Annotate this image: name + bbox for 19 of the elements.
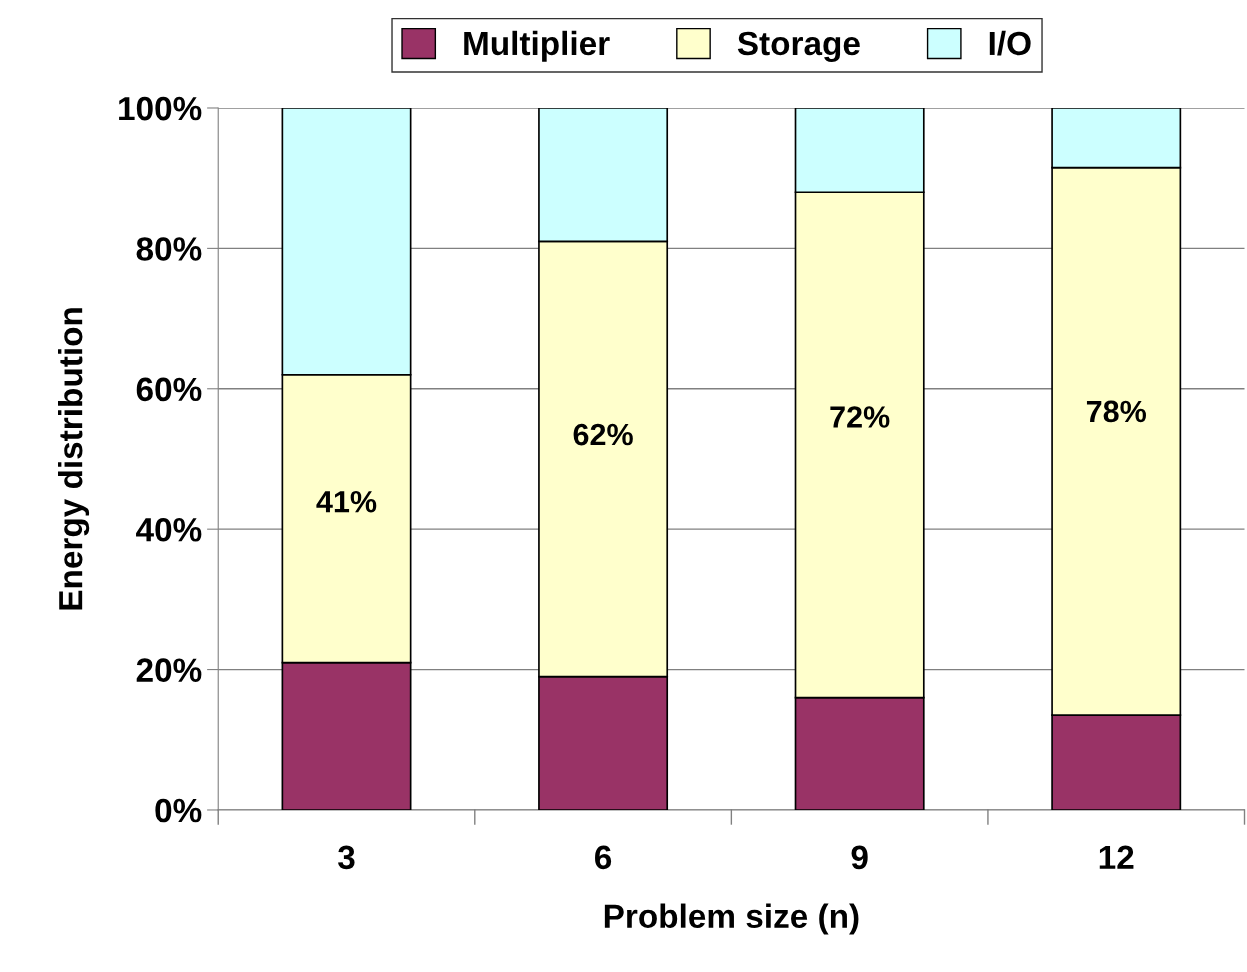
x-tick-label: 9 — [851, 845, 868, 870]
x-tick-label: 12 — [1099, 845, 1134, 869]
data-label: 72% — [830, 406, 890, 428]
y-tick-label: 0% — [155, 798, 202, 823]
data-label: 62% — [573, 423, 633, 446]
x-tick-label: 3 — [338, 845, 355, 870]
legend-label: Multiplier — [464, 30, 610, 62]
legend-label: Storage — [737, 31, 860, 63]
x-tick-label: 6 — [595, 845, 612, 870]
y-tick-label: 40% — [136, 517, 202, 542]
x-axis-title: Problem size (n) — [604, 903, 859, 935]
data-label: 41% — [316, 490, 377, 513]
y-tick-label: 80% — [136, 237, 202, 261]
legend-label: I/O — [989, 30, 1031, 56]
y-tick-label: 20% — [136, 658, 202, 682]
y-tick-label: 100% — [119, 96, 202, 121]
y-axis-title: Energy distribution — [58, 308, 90, 610]
y-tick-label: 60% — [136, 377, 202, 402]
data-label: 78% — [1086, 400, 1146, 423]
